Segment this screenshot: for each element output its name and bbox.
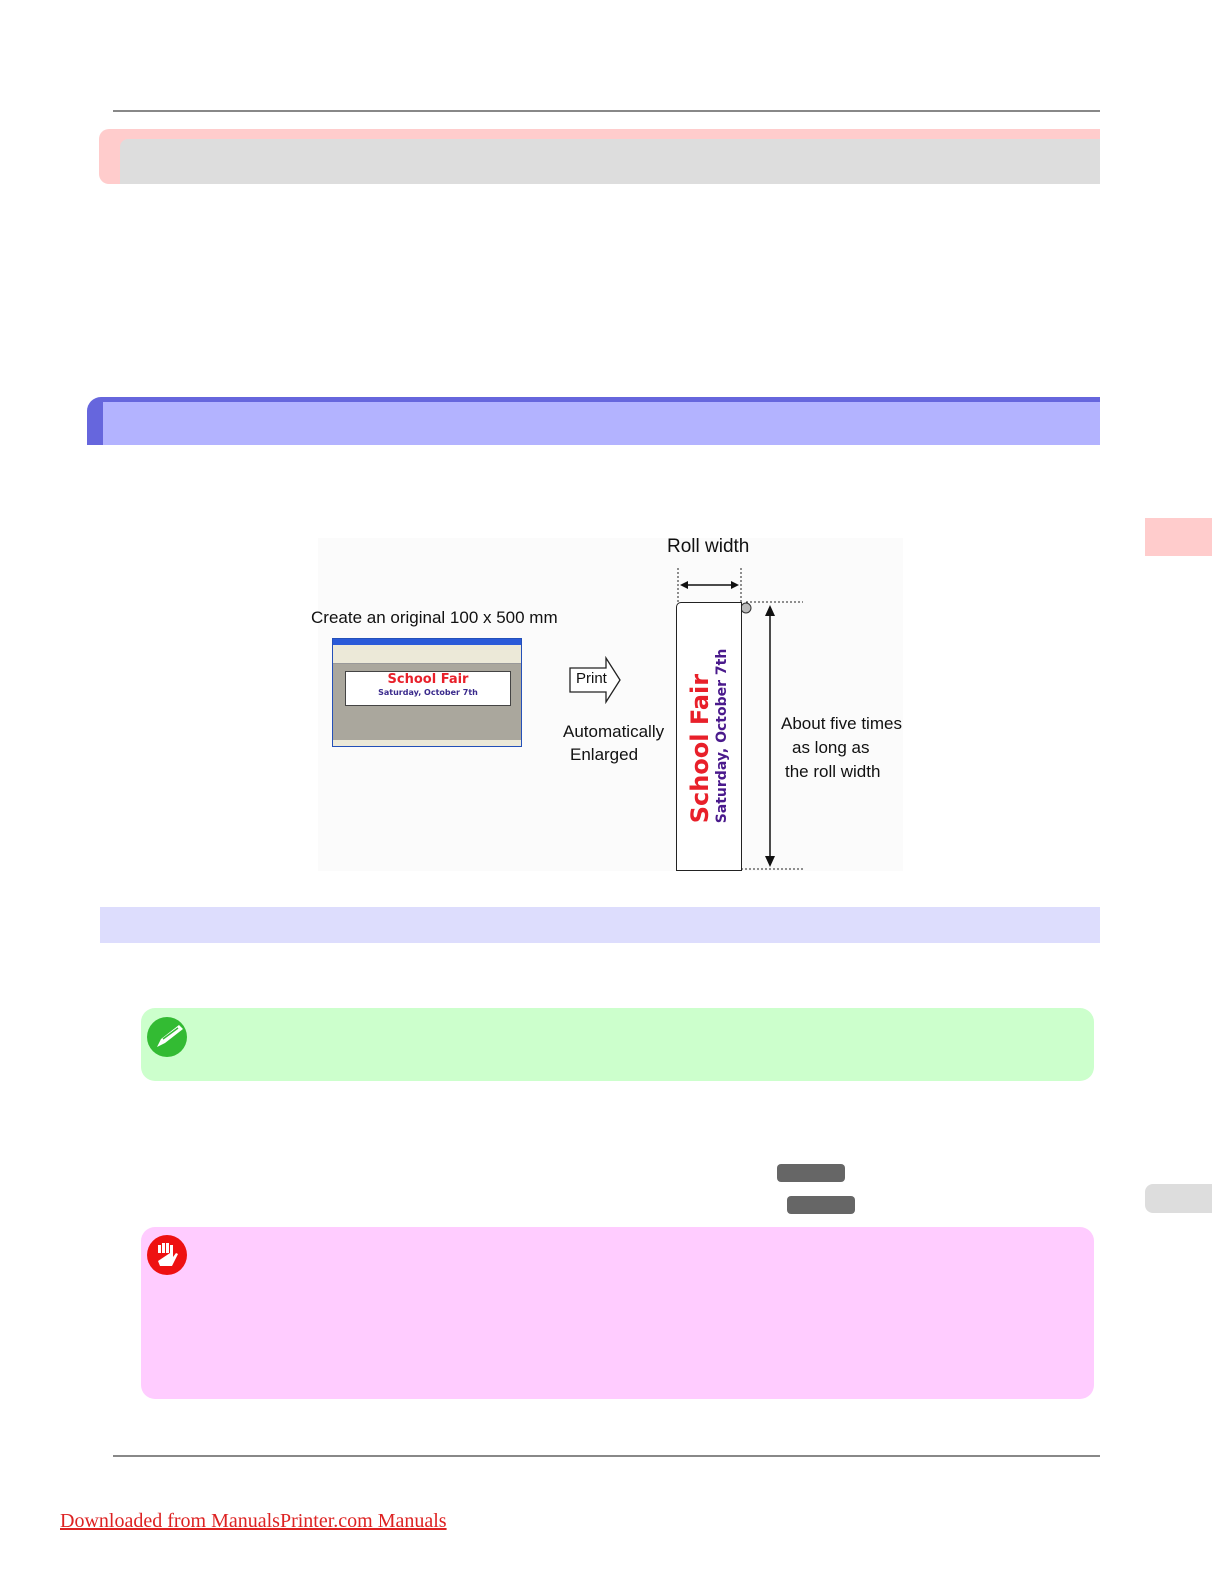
print-arrow-icon [569,656,621,704]
hand-stop-icon [147,1235,187,1275]
original-label: Create an original 100 x 500 mm [311,608,558,627]
poster-title-small: School Fair [387,672,469,687]
illustration: Create an original 100 x 500 mm School F… [311,536,903,871]
subsection-heading-title [103,402,1100,445]
enlarged-label-1: Automatically [563,722,665,741]
pencil-icon [147,1017,187,1057]
word-window-screenshot: School Fair Saturday, October 7th [332,638,522,747]
download-source-link[interactable]: Downloaded from ManualsPrinter.com Manua… [60,1510,447,1532]
poster-title-large: School Fair [686,673,714,824]
enlarged-label-2: Enlarged [570,745,639,764]
length-label-3: the roll width [785,762,881,781]
poster-subtitle-large: Saturday, October 7th [714,648,730,824]
footer-rule [113,1455,1100,1457]
roll-dimension-lines [677,568,803,870]
note-box [141,1008,1094,1081]
poster-subtitle-small: Saturday, October 7th [378,688,478,697]
important-box [141,1227,1094,1399]
subheading-bar [100,907,1100,943]
key-button-graphic [787,1196,855,1214]
roll-width-label: Roll width [667,536,750,557]
length-label-2: as long as [792,738,870,757]
chapter-tab[interactable] [1145,518,1212,556]
print-label: Print [576,670,607,687]
length-label-1: About five times [781,714,902,733]
header-rule [113,110,1100,112]
key-button-graphic [777,1164,845,1182]
printed-roll: School Fair Saturday, October 7th [676,602,742,871]
section-heading-title [120,139,1100,184]
index-tab[interactable] [1145,1184,1212,1213]
